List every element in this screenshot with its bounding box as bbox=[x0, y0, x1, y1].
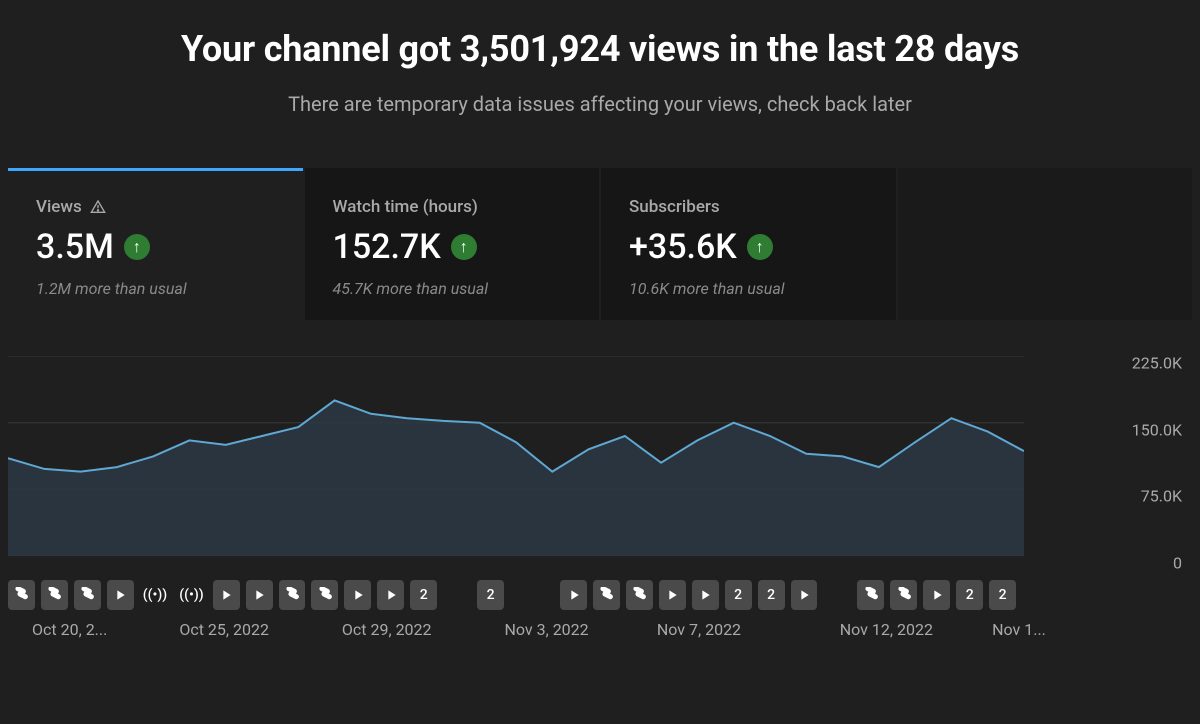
x-axis-label: Oct 25, 2022 bbox=[179, 620, 269, 639]
live-thumbnail[interactable]: ((•)) bbox=[140, 580, 171, 610]
views-chart: 0 75.0K 150.0K 225.0K bbox=[0, 356, 1200, 570]
x-axis-label: Nov 3, 2022 bbox=[504, 620, 588, 639]
play-icon bbox=[697, 587, 713, 603]
shorts-thumbnail[interactable] bbox=[857, 580, 884, 610]
shorts-icon bbox=[317, 587, 333, 603]
live-icon: ((•)) bbox=[143, 587, 167, 603]
video-thumbnail[interactable] bbox=[107, 580, 134, 610]
play-icon bbox=[112, 587, 128, 603]
play-icon bbox=[251, 587, 267, 603]
play-icon bbox=[383, 587, 399, 603]
play-icon bbox=[218, 587, 234, 603]
x-axis-label: Oct 29, 2022 bbox=[342, 620, 432, 639]
metric-label: Watch time (hours) bbox=[333, 197, 478, 217]
thumbnail-overflow-count[interactable]: 2 bbox=[989, 580, 1016, 610]
shorts-icon bbox=[79, 587, 95, 603]
metric-value: 3.5M bbox=[36, 227, 114, 267]
metric-tab-views[interactable]: Views 3.5M ↑ 1.2M more than usual bbox=[8, 168, 303, 320]
video-thumbnail[interactable] bbox=[246, 580, 273, 610]
metric-comparison: 45.7K more than usual bbox=[333, 279, 580, 298]
shorts-thumbnail[interactable] bbox=[41, 580, 68, 610]
metric-tab-placeholder bbox=[898, 168, 1193, 320]
trend-up-icon: ↑ bbox=[124, 234, 150, 260]
x-axis-label: Nov 7, 2022 bbox=[657, 620, 741, 639]
video-thumbnail[interactable] bbox=[344, 580, 371, 610]
warning-icon bbox=[90, 199, 106, 215]
shorts-icon bbox=[631, 587, 647, 603]
metric-tabs: Views 3.5M ↑ 1.2M more than usual Watch … bbox=[0, 168, 1200, 320]
x-axis-label: Oct 20, 2... bbox=[32, 620, 107, 639]
chart-x-axis: Oct 20, 2... Oct 25, 2022 Oct 29, 2022 Nov … bbox=[0, 620, 1024, 644]
shorts-icon bbox=[284, 587, 300, 603]
live-thumbnail[interactable]: ((•)) bbox=[176, 580, 207, 610]
play-icon bbox=[566, 587, 582, 603]
page-subhead: There are temporary data issues affectin… bbox=[0, 92, 1200, 116]
shorts-thumbnail[interactable] bbox=[890, 580, 917, 610]
video-thumbnail[interactable] bbox=[692, 580, 719, 610]
video-thumbnail[interactable] bbox=[560, 580, 587, 610]
shorts-thumbnail[interactable] bbox=[626, 580, 653, 610]
y-axis-label: 150.0K bbox=[1132, 420, 1182, 439]
shorts-icon bbox=[598, 587, 614, 603]
play-icon bbox=[664, 587, 680, 603]
metric-tab-watch-time[interactable]: Watch time (hours) 152.7K ↑ 45.7K more t… bbox=[305, 168, 600, 320]
y-axis-label: 225.0K bbox=[1132, 354, 1182, 373]
metric-comparison: 10.6K more than usual bbox=[629, 279, 876, 298]
metric-label: Views bbox=[36, 197, 82, 217]
shorts-thumbnail[interactable] bbox=[74, 580, 101, 610]
shorts-thumbnail[interactable] bbox=[593, 580, 620, 610]
video-thumbnail[interactable] bbox=[659, 580, 686, 610]
shorts-icon bbox=[46, 587, 62, 603]
video-thumbnail[interactable] bbox=[213, 580, 240, 610]
page-headline: Your channel got 3,501,924 views in the … bbox=[0, 28, 1200, 70]
thumbnail-overflow-count[interactable]: 2 bbox=[956, 580, 983, 610]
play-icon bbox=[929, 587, 945, 603]
shorts-thumbnail[interactable] bbox=[8, 580, 35, 610]
thumbnail-overflow-count[interactable]: 2 bbox=[410, 580, 437, 610]
video-thumbnail[interactable] bbox=[377, 580, 404, 610]
metric-label: Subscribers bbox=[629, 197, 720, 217]
play-icon bbox=[350, 587, 366, 603]
video-thumbnail[interactable] bbox=[923, 580, 950, 610]
metric-comparison: 1.2M more than usual bbox=[36, 279, 283, 298]
upload-thumbnail-row: ((•))((•))222222 bbox=[0, 580, 1024, 610]
metric-value: 152.7K bbox=[333, 227, 441, 267]
live-icon: ((•)) bbox=[179, 587, 203, 603]
shorts-thumbnail[interactable] bbox=[311, 580, 338, 610]
y-axis-label: 75.0K bbox=[1141, 487, 1182, 506]
shorts-icon bbox=[863, 587, 879, 603]
trend-up-icon: ↑ bbox=[747, 234, 773, 260]
shorts-thumbnail[interactable] bbox=[279, 580, 306, 610]
y-axis-label: 0 bbox=[1173, 554, 1182, 573]
thumbnail-overflow-count[interactable]: 2 bbox=[725, 580, 752, 610]
metric-tab-subscribers[interactable]: Subscribers +35.6K ↑ 10.6K more than usu… bbox=[601, 168, 896, 320]
play-icon bbox=[796, 587, 812, 603]
trend-up-icon: ↑ bbox=[451, 234, 477, 260]
shorts-icon bbox=[896, 587, 912, 603]
video-thumbnail[interactable] bbox=[791, 580, 818, 610]
shorts-icon bbox=[13, 587, 29, 603]
thumbnail-overflow-count[interactable]: 2 bbox=[758, 580, 785, 610]
metric-value: +35.6K bbox=[629, 227, 737, 267]
x-axis-label: Nov 12, 2022 bbox=[840, 620, 933, 639]
x-axis-label: Nov 1... bbox=[992, 620, 1046, 639]
thumbnail-overflow-count[interactable]: 2 bbox=[477, 580, 504, 610]
